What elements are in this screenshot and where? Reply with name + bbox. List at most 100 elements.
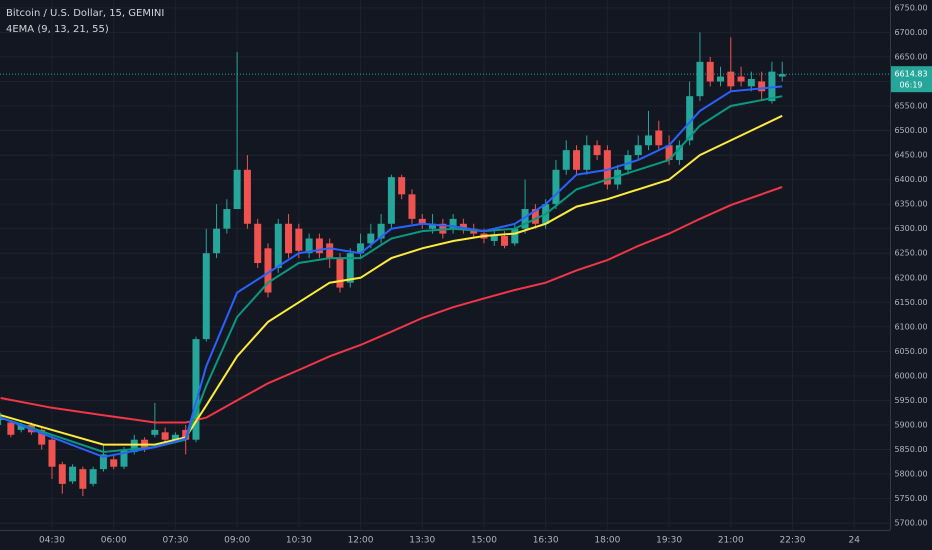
y-tick-label: 6400.00 — [894, 175, 927, 184]
y-tick-label: 5900.00 — [894, 420, 927, 429]
candle-body — [213, 228, 221, 254]
candle-body — [295, 228, 303, 251]
ema-line — [0, 85, 783, 458]
candle-body — [17, 424, 25, 430]
plot — [0, 32, 890, 497]
candle-body — [665, 145, 673, 160]
candle-body — [274, 223, 282, 268]
candle-body — [182, 429, 190, 440]
x-tick-label: 04:30 — [39, 536, 65, 546]
y-tick-label: 5750.00 — [894, 494, 927, 503]
candle-body — [202, 253, 210, 340]
last-price-tag — [891, 66, 932, 93]
candle-body — [758, 81, 766, 92]
candle-body — [562, 150, 570, 170]
candle-body — [737, 76, 745, 82]
candle-body — [110, 459, 118, 467]
x-tick-label: 10:30 — [286, 536, 312, 546]
countdown-label: 06:19 — [899, 81, 922, 90]
candle-body — [264, 248, 272, 293]
x-tick-label: 09:00 — [224, 536, 250, 546]
candle-body — [326, 243, 334, 259]
x-tick-label: 19:30 — [656, 536, 682, 546]
candle-body — [233, 169, 241, 210]
candle-body — [243, 169, 251, 224]
y-tick-label: 5850.00 — [894, 445, 927, 454]
candle-body — [655, 130, 663, 146]
candle-body — [501, 236, 509, 246]
indicator-label: 4EMA (9, 13, 21, 55) — [6, 24, 109, 35]
y-tick-label: 6150.00 — [894, 298, 927, 307]
candle-body — [593, 145, 601, 156]
candle-body — [603, 150, 611, 185]
y-tick-label: 5700.00 — [894, 519, 927, 528]
y-tick-label: 5800.00 — [894, 470, 927, 479]
y-tick-label: 6500.00 — [894, 126, 927, 135]
candle-body — [346, 253, 354, 283]
candle-body — [634, 145, 642, 156]
candle-body — [778, 74, 786, 77]
y-tick-label: 6300.00 — [894, 224, 927, 233]
x-tick-label: 21:00 — [718, 536, 744, 546]
candle-body — [521, 209, 529, 229]
candle-body — [675, 145, 683, 160]
x-tick-label: 12:00 — [348, 536, 374, 546]
candle-body — [511, 228, 519, 244]
candle-body — [459, 223, 467, 229]
candle-body — [357, 243, 365, 254]
candle-body — [768, 71, 776, 102]
candle-body — [398, 177, 406, 195]
candle-body — [418, 218, 426, 224]
candle-body — [408, 194, 416, 219]
candle-body — [377, 223, 385, 239]
y-tick-label: 6000.00 — [894, 371, 927, 380]
y-tick-label: 6450.00 — [894, 151, 927, 160]
candle-body — [7, 422, 15, 435]
candle-body — [99, 454, 107, 470]
candle-body — [285, 223, 293, 254]
candle-body — [552, 169, 560, 205]
candle-body — [58, 464, 66, 484]
candle-body — [48, 439, 56, 467]
candle-body — [315, 238, 323, 254]
candle-body — [706, 61, 714, 82]
candle-body — [171, 434, 179, 440]
x-tick-label: 06:00 — [101, 536, 127, 546]
candle-body — [449, 218, 457, 229]
ema-line — [0, 186, 783, 424]
candle-body — [583, 145, 591, 170]
candle-body — [223, 209, 231, 229]
y-tick-label: 6050.00 — [894, 347, 927, 356]
candle-body — [336, 258, 344, 288]
y-tick-label: 6250.00 — [894, 249, 927, 258]
candle-body — [161, 432, 169, 440]
candle-body — [387, 177, 395, 224]
candle-body — [151, 429, 159, 435]
candle-body — [120, 449, 128, 467]
grid — [0, 0, 890, 530]
candle-body — [531, 209, 539, 224]
candle-body — [686, 96, 694, 141]
candle-body — [254, 223, 262, 264]
y-tick-label: 6700.00 — [894, 28, 927, 37]
x-tick-label: 16:30 — [533, 536, 559, 546]
candle-body — [717, 76, 725, 82]
candle-body — [79, 469, 87, 489]
y-tick-label: 6650.00 — [894, 52, 927, 61]
x-tick-label: 24 — [848, 536, 860, 546]
last-price-label: 6614.83 — [894, 70, 927, 79]
chart-title: Bitcoin / U.S. Dollar, 15, GEMINI — [6, 8, 164, 19]
y-tick-label: 6350.00 — [894, 200, 927, 209]
y-tick-label: 6550.00 — [894, 102, 927, 111]
candle-body — [696, 61, 704, 97]
candle-body — [727, 71, 735, 87]
candle-body — [367, 233, 375, 244]
candle-body — [192, 339, 200, 440]
y-tick-label: 6750.00 — [894, 3, 927, 12]
x-tick-label: 18:00 — [594, 536, 620, 546]
y-tick-label: 6200.00 — [894, 273, 927, 282]
candle-body — [645, 135, 653, 146]
candle-body — [747, 79, 755, 87]
y-tick-label: 6100.00 — [894, 322, 927, 331]
candle-body — [130, 439, 138, 452]
